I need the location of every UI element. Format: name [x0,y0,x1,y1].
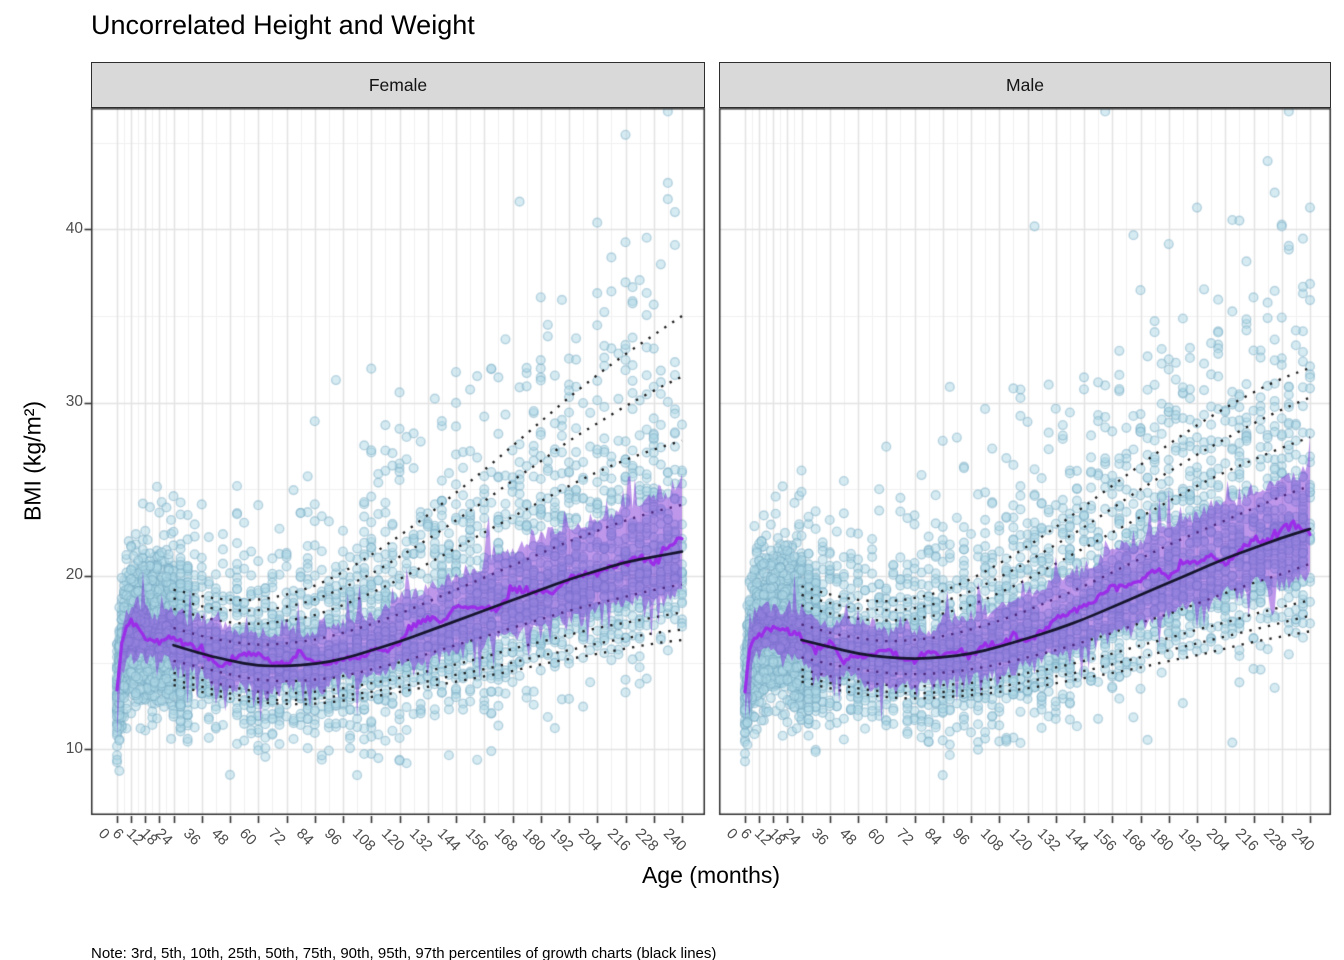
y-tick-label: 10 [65,739,83,757]
facet-strip-female: Female [91,62,705,108]
footnote: Note: 3rd, 5th, 10th, 25th, 50th, 75th, … [91,905,983,960]
page-title: Uncorrelated Height and Weight [91,10,475,40]
facet-strip-male-label: Male [1006,74,1044,95]
y-axis-title: BMI (kg/m²) [19,400,46,522]
footnote-line-1: Note: 3rd, 5th, 10th, 25th, 50th, 75th, … [91,945,717,960]
facet-strip-male: Male [719,62,1331,108]
y-tick-label: 20 [65,566,83,584]
y-tick-label: 40 [65,219,83,237]
facet-strip-female-label: Female [368,74,428,95]
x-axis-title: Age (months) [641,862,781,888]
y-tick-label: 30 [65,393,83,411]
